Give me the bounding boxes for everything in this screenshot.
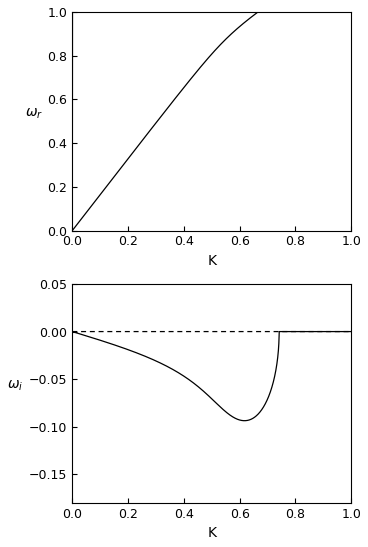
X-axis label: K: K bbox=[207, 526, 216, 540]
X-axis label: K: K bbox=[207, 254, 216, 268]
Y-axis label: $\omega_r$: $\omega_r$ bbox=[25, 107, 43, 121]
Y-axis label: $\omega_i$: $\omega_i$ bbox=[7, 379, 23, 393]
